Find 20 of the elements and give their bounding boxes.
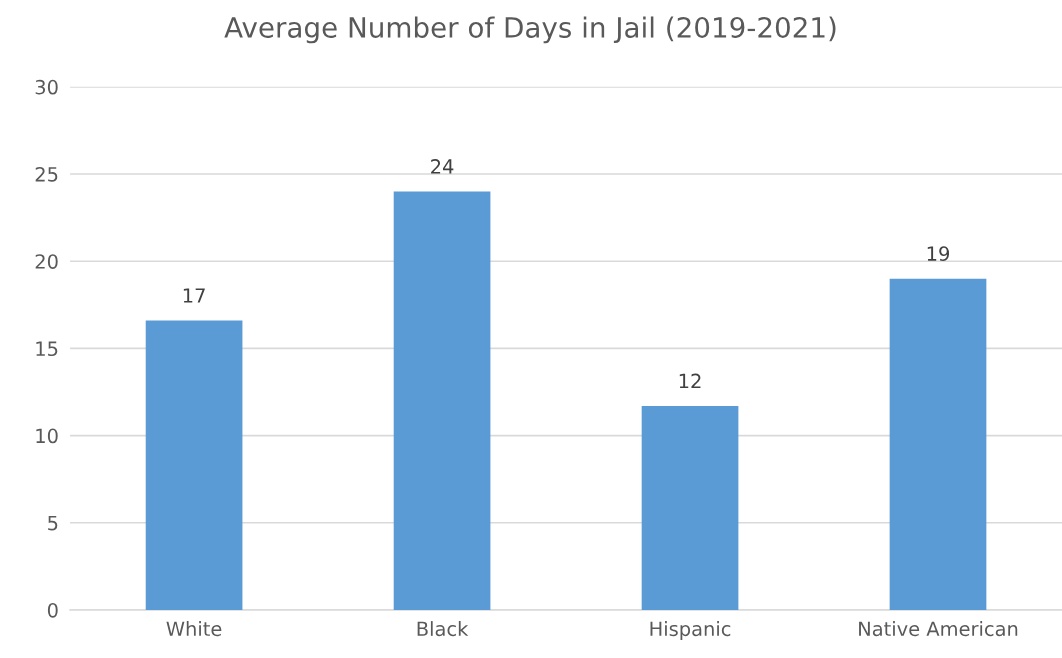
- y-tick-label: 30: [35, 79, 58, 95]
- bar: [641, 405, 739, 610]
- y-tick-label: 15: [36, 341, 58, 357]
- data-label: 24: [431, 159, 454, 174]
- bar: [393, 191, 491, 610]
- y-tick-label: 5: [48, 515, 58, 531]
- bar: [889, 278, 987, 610]
- data-label: 19: [927, 246, 950, 262]
- y-tick-label: 20: [35, 254, 58, 269]
- x-tick-label: Hispanic: [650, 621, 731, 640]
- y-tick-label: 25: [35, 167, 58, 182]
- y-tick-label: 10: [36, 428, 58, 444]
- x-tick-label: White: [166, 621, 222, 637]
- bar: [145, 320, 243, 610]
- x-tick-label: Black: [417, 621, 469, 637]
- data-label: 17: [183, 288, 205, 303]
- chart-title: Average Number of Days in Jail (2019-2021): [224, 16, 836, 44]
- data-label: 12: [679, 373, 701, 389]
- y-tick-label: 0: [47, 602, 58, 618]
- x-tick-label: Native American: [859, 621, 1018, 637]
